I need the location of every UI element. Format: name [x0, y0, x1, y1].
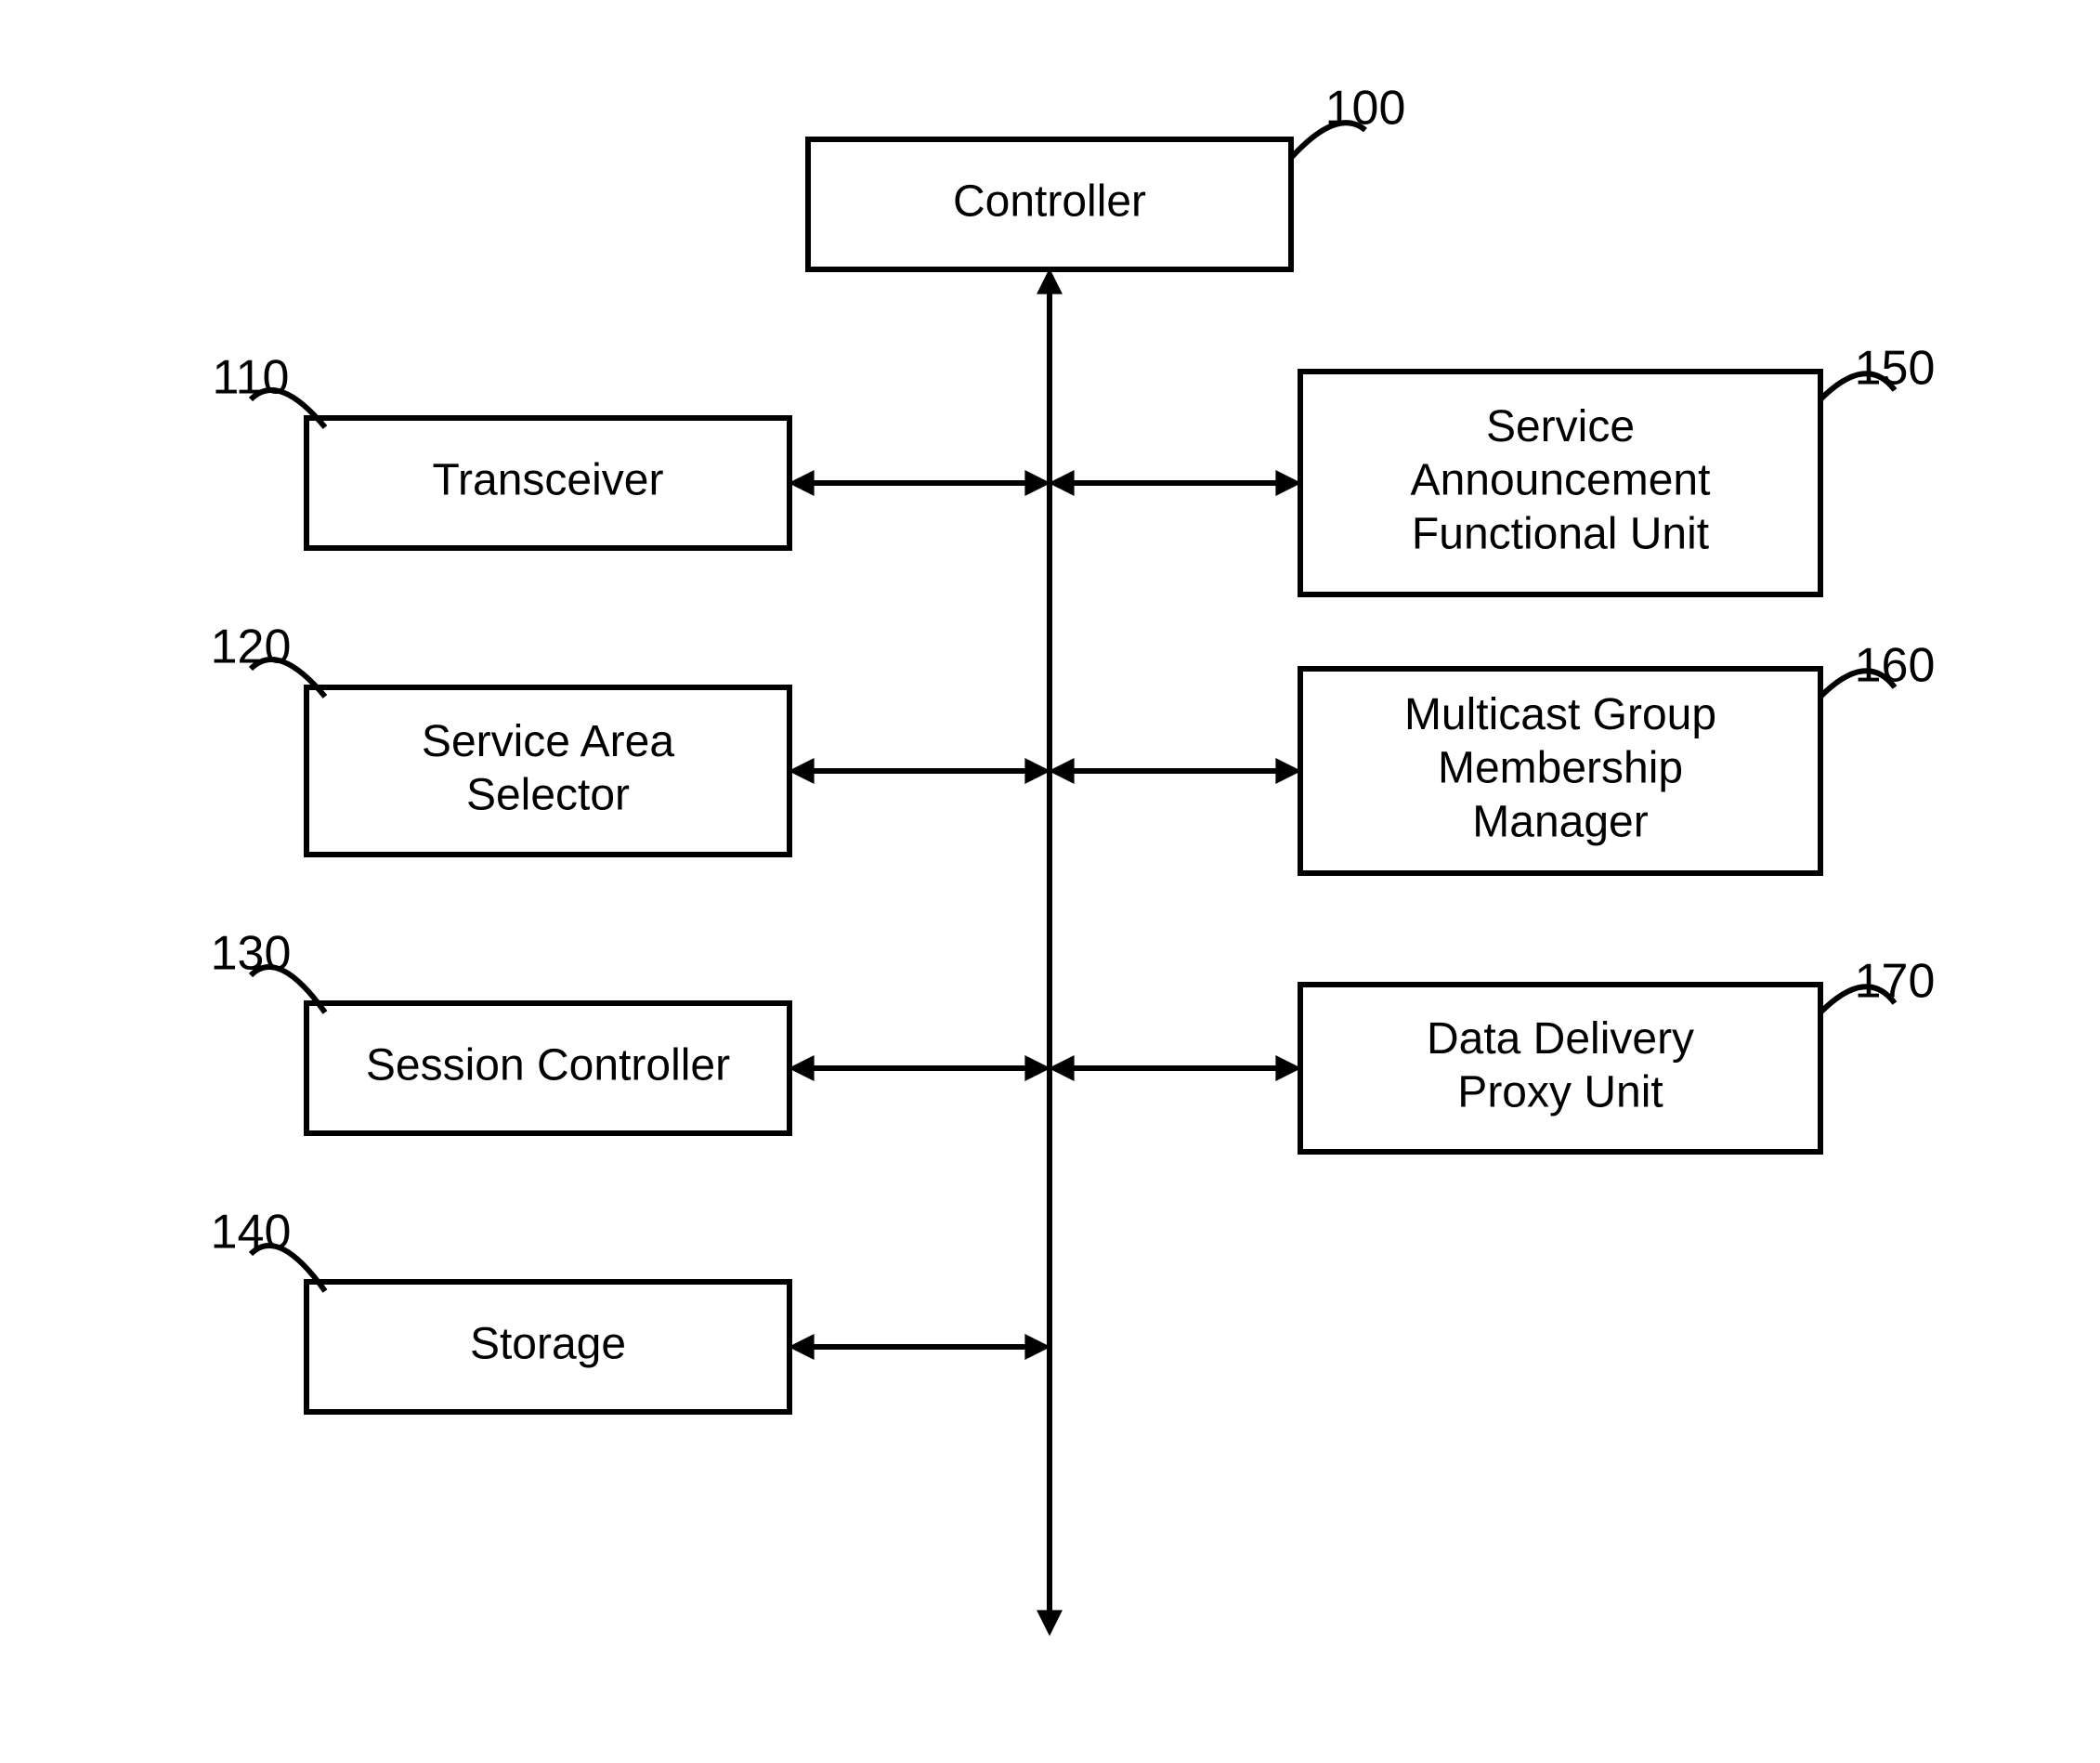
transceiver-label: Transceiver	[433, 456, 664, 505]
serviceArea-label: Selector	[466, 770, 630, 819]
sessionCtrl-block: Session Controller130	[211, 927, 789, 1133]
serviceArea-label: Service Area	[422, 717, 674, 766]
multicast-label: Manager	[1472, 797, 1648, 846]
storage-block: Storage140	[211, 1206, 789, 1412]
dataDelivery-label: Proxy Unit	[1457, 1067, 1663, 1117]
svcAnnounce-label: Service	[1486, 402, 1635, 451]
sessionCtrl-label: Session Controller	[366, 1041, 730, 1090]
svcAnnounce-block: ServiceAnnouncementFunctional Unit150	[1300, 342, 1935, 594]
transceiver-block: Transceiver110	[213, 351, 789, 548]
controller-block: Controller100	[808, 82, 1405, 269]
multicast-label: Membership	[1438, 744, 1683, 793]
multicast-label: Multicast Group	[1404, 690, 1716, 739]
storage-label: Storage	[470, 1320, 626, 1369]
controller-label: Controller	[953, 177, 1146, 227]
dataDelivery-label: Data Delivery	[1427, 1014, 1694, 1064]
dataDelivery-block: Data DeliveryProxy Unit170	[1300, 955, 1935, 1152]
serviceArea-block: Service AreaSelector120	[211, 620, 789, 855]
diagram-canvas: Controller100Transceiver110Service AreaS…	[0, 0, 2100, 1763]
multicast-block: Multicast GroupMembershipManager160	[1300, 639, 1935, 873]
svcAnnounce-label: Functional Unit	[1412, 509, 1709, 558]
svcAnnounce-label: Announcement	[1411, 456, 1711, 505]
